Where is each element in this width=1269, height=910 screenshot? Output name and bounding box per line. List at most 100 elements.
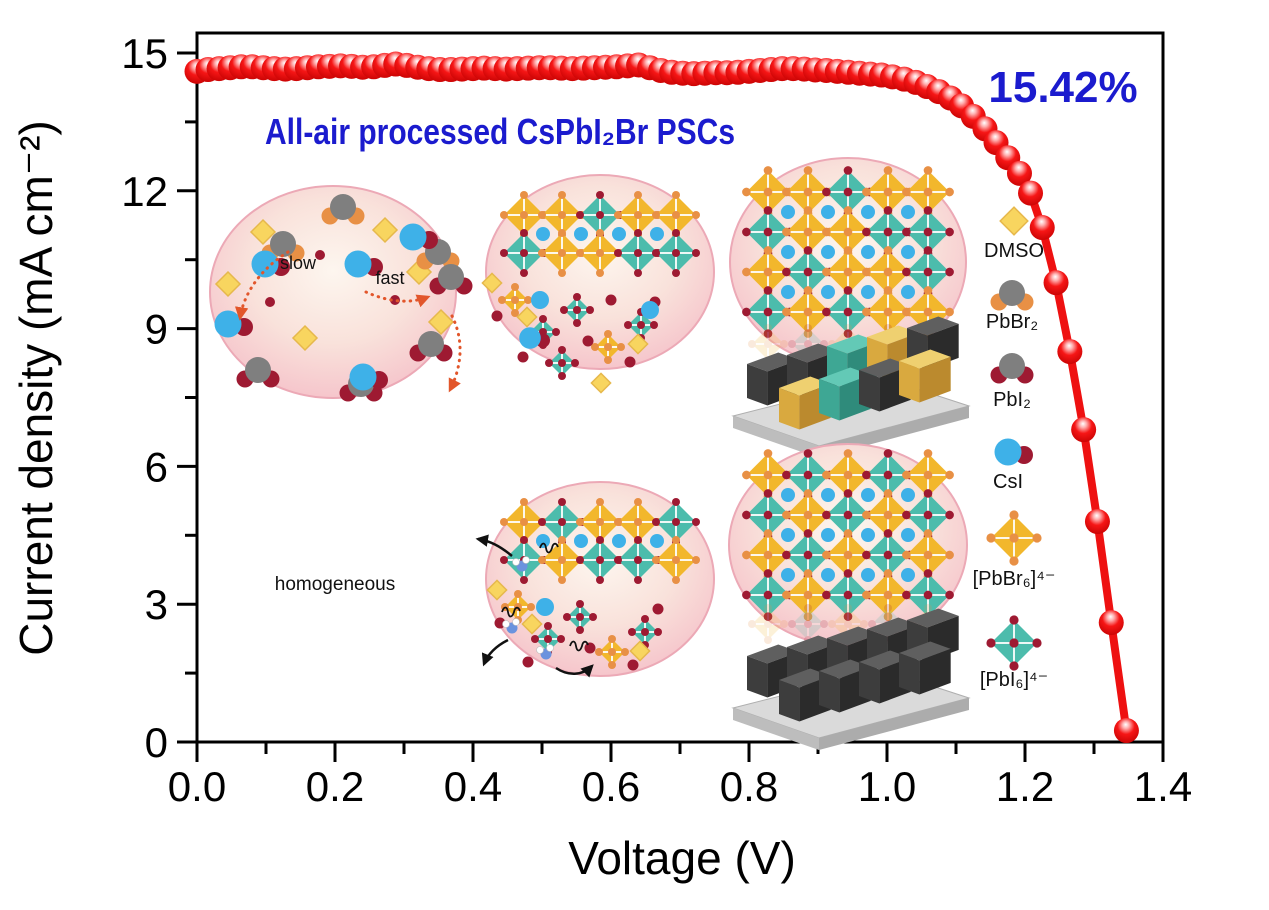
cesium-ion xyxy=(650,227,664,241)
octa-vertex-ion xyxy=(843,590,853,600)
octa-vertex-ion xyxy=(986,533,996,543)
octa-vertex-ion xyxy=(803,267,813,277)
octa-vertex-ion xyxy=(803,286,813,295)
heat-squiggle xyxy=(501,606,521,618)
crystal-cube-front xyxy=(899,653,920,695)
octa-vertex-ion xyxy=(843,307,853,317)
x-axis-title: Voltage (V) xyxy=(568,832,796,884)
octa-vertex-ion xyxy=(558,556,566,564)
octa-vertex-ion xyxy=(596,556,604,564)
octa-vertex-ion xyxy=(923,267,933,277)
octa-vertex-ion xyxy=(672,498,680,506)
octa-vertex-ion xyxy=(652,249,660,257)
x-tick-label: 0.0 xyxy=(168,763,226,810)
octa-vertex-ion xyxy=(672,211,680,219)
x-tick-label: 0.8 xyxy=(720,763,778,810)
octa-vertex-ion xyxy=(764,340,772,348)
octa-vertex-ion xyxy=(652,556,660,564)
octa-vertex-ion xyxy=(843,227,853,237)
fast-arrow xyxy=(448,314,462,393)
octa-vertex-ion xyxy=(862,227,871,237)
octa-vertex-ion xyxy=(538,518,546,526)
octa-vertex-ion xyxy=(923,529,933,538)
octa-vertex-ion xyxy=(500,249,508,257)
octa-vertex-ion xyxy=(763,529,773,538)
water-h xyxy=(536,646,544,654)
cesium-ion xyxy=(251,250,279,278)
octa-vertex-ion xyxy=(883,267,893,277)
crystal-cube-top xyxy=(907,608,959,628)
octa-vertex-ion xyxy=(804,324,812,332)
octa-vertex-ion xyxy=(764,620,772,628)
cesium-ion xyxy=(781,245,795,259)
crystal-cube-top xyxy=(899,349,951,369)
crystal-cube-front xyxy=(779,680,800,722)
crystal-cube-top xyxy=(747,644,799,664)
iodide-ion xyxy=(517,351,529,363)
octa-vertex-ion xyxy=(883,550,893,560)
octa-vertex-ion xyxy=(624,321,632,329)
water-h xyxy=(522,556,530,564)
inset-title: All-air processed CsPbI₂Br PSCs xyxy=(265,111,735,152)
octa-vertex-ion xyxy=(902,510,911,520)
crystal-cube-top xyxy=(787,635,839,655)
water-h xyxy=(546,644,554,652)
octa-vertex-ion xyxy=(782,510,791,520)
water-h xyxy=(512,558,520,566)
octa-vertex-ion xyxy=(822,267,831,277)
octa-vertex-ion xyxy=(558,576,566,584)
crystal-cube-front xyxy=(747,656,768,698)
x-tick-label: 0.2 xyxy=(306,763,364,810)
jv-curve xyxy=(184,51,1139,744)
octa-vertex-ion xyxy=(520,249,528,257)
octa-vertex-ion xyxy=(788,340,796,348)
octa-vertex-ion xyxy=(742,267,751,277)
octa-vertex-ion xyxy=(637,321,645,329)
octa-vertex-ion xyxy=(608,635,616,643)
octa-vertex-ion xyxy=(782,550,791,560)
dmso-molecule-icon xyxy=(521,613,543,635)
octa-vertex-ion xyxy=(780,620,788,628)
octa-vertex-ion xyxy=(557,635,565,643)
x-tick-label: 0.4 xyxy=(444,763,502,810)
octa-vertex-ion xyxy=(608,661,616,669)
octa-vertex-ion xyxy=(780,340,788,348)
octa-vertex-ion xyxy=(923,246,933,255)
octa-vertex-ion xyxy=(923,206,933,215)
octa-vertex-ion xyxy=(843,510,853,520)
jv-data-point xyxy=(1018,180,1044,206)
crystal-cube-top xyxy=(779,376,831,396)
octa-vertex-ion xyxy=(803,590,813,600)
crystal-cube-front xyxy=(819,379,840,421)
cesium-ion xyxy=(901,568,915,582)
octa-vertex-ion xyxy=(634,536,642,544)
dmso-molecule-icon xyxy=(486,579,508,601)
inset-ellipse-partial-crystal-top xyxy=(481,174,715,394)
cesium-ion xyxy=(781,528,795,542)
legend-icon-dmso-diamond xyxy=(999,206,1029,236)
octa-vertex-ion xyxy=(511,296,519,304)
octa-vertex-ion xyxy=(500,518,508,526)
octa-vertex-ion xyxy=(520,518,528,526)
octa-vertex-ion xyxy=(923,590,933,600)
octa-vertex-ion xyxy=(764,636,772,644)
octa-vertex-ion xyxy=(843,246,853,255)
legend-label-dmso: DMSO xyxy=(984,240,1044,262)
cesium-ion xyxy=(612,227,626,241)
cesium-ion xyxy=(821,488,835,502)
cesium-ion xyxy=(781,285,795,299)
octa-vertex-ion xyxy=(803,550,813,560)
octa-vertex-ion xyxy=(803,569,813,578)
octa-vertex-ion xyxy=(862,510,871,520)
octa-vertex-ion xyxy=(596,269,604,277)
efficiency-label: 15.42% xyxy=(988,63,1137,112)
octa-vertex-ion xyxy=(576,518,584,526)
substrate-side xyxy=(819,698,969,750)
octa-vertex-ion xyxy=(558,211,566,219)
octa-vertex-ion xyxy=(763,206,773,215)
cesium-ion xyxy=(781,488,795,502)
y-tick-label: 0 xyxy=(145,719,168,766)
crystal-cube-front xyxy=(779,388,800,430)
cesium-ion xyxy=(536,534,550,548)
octa-vertex-ion xyxy=(742,510,751,520)
